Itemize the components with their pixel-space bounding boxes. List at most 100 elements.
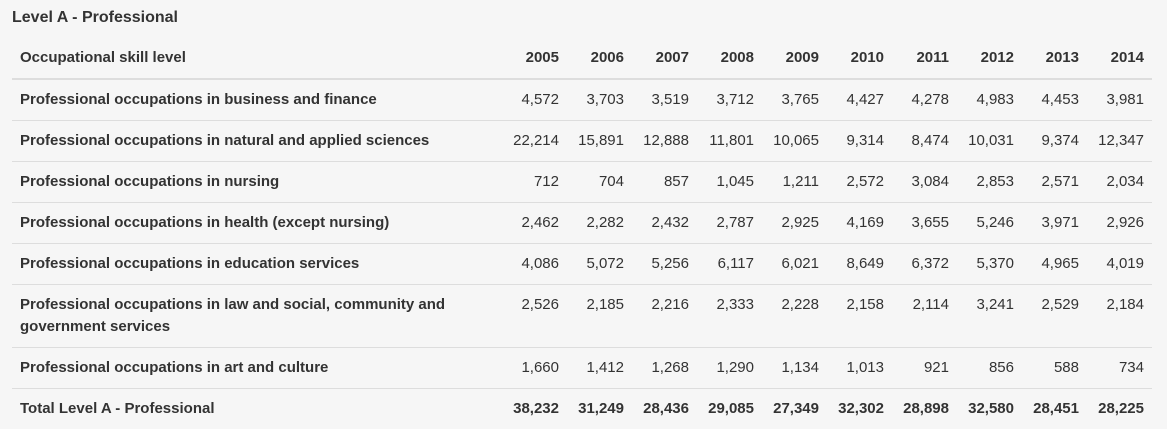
table-cell: 712 (502, 161, 567, 203)
table-cell: 2,925 (762, 202, 827, 244)
table-cell: 11,801 (697, 120, 762, 162)
table-cell: 2,333 (697, 284, 762, 348)
table-row: Professional occupations in law and soci… (12, 284, 1152, 348)
table-cell: 4,965 (1022, 243, 1087, 285)
table-cell: 856 (957, 347, 1022, 389)
row-label: Professional occupations in education se… (12, 243, 502, 285)
table-cell: 29,085 (708, 400, 754, 417)
table-cell: 32,580 (968, 400, 1014, 417)
table-cell: 5,246 (957, 202, 1022, 244)
table-cell: 4,169 (827, 202, 892, 244)
table-cell: 28,436 (643, 400, 689, 417)
table-cell: 12,888 (632, 120, 697, 162)
table-cell: 921 (892, 347, 957, 389)
occupations-table: Occupational skill level 2005 2006 2007 2008… (12, 38, 1152, 429)
table-cell: 2,432 (632, 202, 697, 244)
table-row: Professional occupations in business and… (12, 79, 1152, 121)
row-label: Professional occupations in natural and … (12, 120, 502, 162)
row-label: Professional occupations in business and… (12, 79, 502, 121)
table-caption: Level A - Professional (12, 9, 178, 26)
row-label: Total Level A - Professional (20, 400, 215, 417)
table-cell: 3,084 (892, 161, 957, 203)
table-cell: 4,086 (502, 243, 567, 285)
table-cell: 28,898 (903, 400, 949, 417)
table-cell: 3,712 (697, 79, 762, 121)
column-header-year: 2009 (762, 38, 827, 80)
column-header-year: 2007 (632, 38, 697, 80)
table-cell: 2,571 (1022, 161, 1087, 203)
table-cell: 31,249 (578, 400, 624, 417)
row-label: Professional occupations in art and cult… (12, 347, 502, 389)
table-cell: 1,660 (502, 347, 567, 389)
table-cell: 2,216 (632, 284, 697, 348)
table-header: Occupational skill level 2005 2006 2007 2008… (12, 38, 1152, 80)
total-row: Total Level A - Professional 38,232 31,249… (12, 389, 1152, 429)
table-cell: 3,241 (957, 284, 1022, 348)
table-cell: 1,134 (762, 347, 827, 389)
table-cell: 3,981 (1087, 79, 1152, 121)
table-cell: 2,114 (892, 284, 957, 348)
column-header-skill-level: Occupational skill level (12, 38, 502, 80)
table-row: Professional occupations in nursing 712 70… (12, 161, 1152, 203)
column-header-year: 2005 (502, 38, 567, 80)
table-cell: 588 (1022, 347, 1087, 389)
table-cell: 3,703 (567, 79, 632, 121)
table-cell: 2,034 (1087, 161, 1152, 203)
table-cell: 704 (567, 161, 632, 203)
table-cell: 38,232 (513, 400, 559, 417)
column-header-year: 2011 (892, 38, 957, 80)
table-cell: 3,971 (1022, 202, 1087, 244)
table-cell: 2,228 (762, 284, 827, 348)
table-cell: 2,926 (1087, 202, 1152, 244)
table-cell: 6,021 (762, 243, 827, 285)
table-cell: 4,278 (892, 79, 957, 121)
table-cell: 5,072 (567, 243, 632, 285)
table-cell: 12,347 (1087, 120, 1152, 162)
table-cell: 2,853 (957, 161, 1022, 203)
table-cell: 4,427 (827, 79, 892, 121)
row-label: Professional occupations in nursing (12, 161, 502, 203)
table-cell: 8,649 (827, 243, 892, 285)
table-cell: 1,412 (567, 347, 632, 389)
row-label: Professional occupations in health (exce… (12, 202, 502, 244)
table-cell: 27,349 (773, 400, 819, 417)
table-cell: 2,158 (827, 284, 892, 348)
table-cell: 2,184 (1087, 284, 1152, 348)
table-cell: 4,572 (502, 79, 567, 121)
table-cell: 8,474 (892, 120, 957, 162)
table-row: Professional occupations in education se… (12, 243, 1152, 285)
table-cell: 10,031 (957, 120, 1022, 162)
column-header-year: 2010 (827, 38, 892, 80)
table-cell: 6,372 (892, 243, 957, 285)
table-cell: 4,453 (1022, 79, 1087, 121)
table-row: Professional occupations in art and cult… (12, 347, 1152, 389)
table-cell: 2,526 (502, 284, 567, 348)
table-cell: 857 (632, 161, 697, 203)
table-body: Professional occupations in business and… (12, 79, 1152, 429)
table-cell: 2,787 (697, 202, 762, 244)
table-cell: 3,765 (762, 79, 827, 121)
table-cell: 734 (1087, 347, 1152, 389)
column-header-year: 2008 (697, 38, 762, 80)
table-cell: 2,529 (1022, 284, 1087, 348)
table-row: Professional occupations in health (exce… (12, 202, 1152, 244)
table-cell: 9,314 (827, 120, 892, 162)
table-cell: 6,117 (697, 243, 762, 285)
column-header-year: 2013 (1022, 38, 1087, 80)
table-cell: 9,374 (1022, 120, 1087, 162)
table-cell: 5,256 (632, 243, 697, 285)
table-cell: 22,214 (502, 120, 567, 162)
table-cell: 2,185 (567, 284, 632, 348)
table-cell: 1,290 (697, 347, 762, 389)
table-cell: 1,013 (827, 347, 892, 389)
table-cell: 3,655 (892, 202, 957, 244)
table-cell: 5,370 (957, 243, 1022, 285)
table-cell: 4,019 (1087, 243, 1152, 285)
table-cell: 1,211 (762, 161, 827, 203)
header-row: Occupational skill level 2005 2006 2007 2008… (12, 38, 1152, 80)
column-header-year: 2012 (957, 38, 1022, 80)
table-cell: 2,282 (567, 202, 632, 244)
table-cell: 32,302 (838, 400, 884, 417)
table-cell: 28,225 (1098, 400, 1144, 417)
